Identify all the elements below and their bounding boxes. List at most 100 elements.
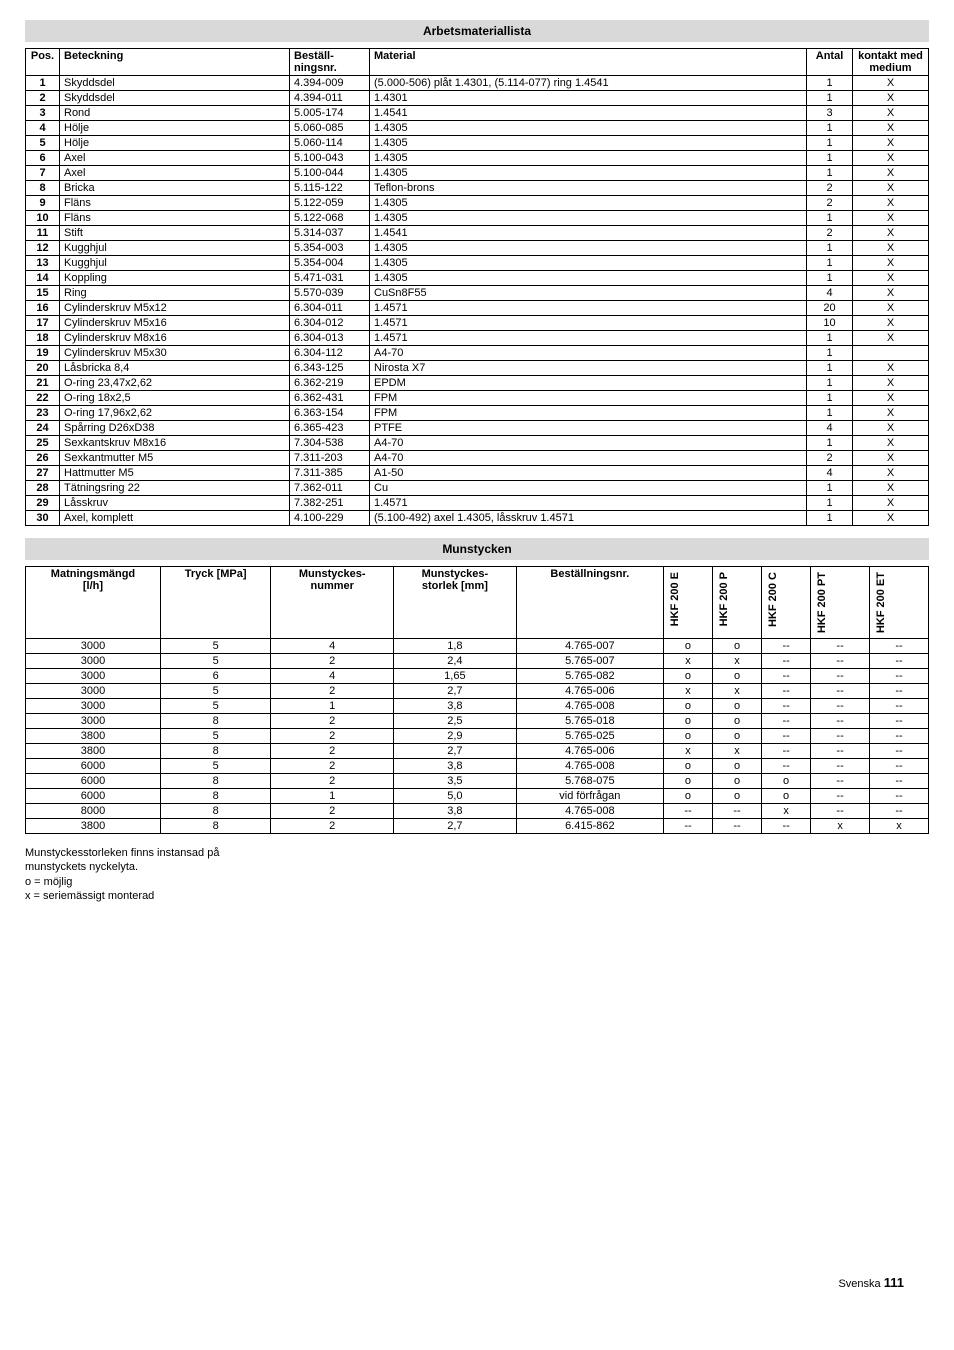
cell: 2 — [271, 729, 394, 744]
cell-bes: 7.362-011 — [290, 481, 370, 496]
cell: 3000 — [26, 714, 161, 729]
cell-bes: 5.314-037 — [290, 226, 370, 241]
cell-kon: X — [853, 271, 929, 286]
cell: 8 — [160, 819, 270, 834]
cell: 3,8 — [394, 699, 517, 714]
cell: 5 — [160, 684, 270, 699]
cell: 3,5 — [394, 774, 517, 789]
cell-mat: 1.4541 — [370, 106, 807, 121]
cell-mat: A4-70 — [370, 451, 807, 466]
cell-kon: X — [853, 391, 929, 406]
cell-mat: 1.4571 — [370, 496, 807, 511]
cell: 5 — [160, 654, 270, 669]
cell-bet: O-ring 17,96x2,62 — [60, 406, 290, 421]
cell-bet: Cylinderskruv M8x16 — [60, 331, 290, 346]
cell-pos: 11 — [26, 226, 60, 241]
cell: -- — [762, 729, 811, 744]
cell-pos: 30 — [26, 511, 60, 526]
cell-ant: 4 — [807, 421, 853, 436]
cell-bet: Bricka — [60, 181, 290, 196]
table-row: 3800522,95.765-025oo------ — [26, 729, 929, 744]
cell: -- — [870, 654, 929, 669]
cell: -- — [811, 759, 870, 774]
cell-kon: X — [853, 451, 929, 466]
cell: 1 — [271, 699, 394, 714]
cell-pos: 13 — [26, 256, 60, 271]
cell-bet: Hölje — [60, 136, 290, 151]
cell-bet: Hölje — [60, 121, 290, 136]
cell-pos: 20 — [26, 361, 60, 376]
cell-kon: X — [853, 436, 929, 451]
cell-kon: X — [853, 286, 929, 301]
cell-pos: 3 — [26, 106, 60, 121]
cell: -- — [762, 714, 811, 729]
col-mat: Matningsmängd[l/h] — [26, 567, 161, 639]
cell-mat: 1.4305 — [370, 271, 807, 286]
cell: 2 — [271, 744, 394, 759]
cell-pos: 8 — [26, 181, 60, 196]
cell: -- — [811, 714, 870, 729]
cell: -- — [811, 744, 870, 759]
table-row: 29Låsskruv7.382-2511.45711X — [26, 496, 929, 511]
cell: o — [663, 729, 712, 744]
cell-pos: 4 — [26, 121, 60, 136]
cell-bet: Spårring D26xD38 — [60, 421, 290, 436]
cell: -- — [870, 744, 929, 759]
cell: -- — [762, 639, 811, 654]
footnote-line: x = seriemässigt monterad — [25, 889, 929, 903]
cell-mat: (5.000-506) plåt 1.4301, (5.114-077) rin… — [370, 76, 807, 91]
cell: 3000 — [26, 654, 161, 669]
cell-bet: Låsskruv — [60, 496, 290, 511]
cell-bes: 5.060-085 — [290, 121, 370, 136]
cell: -- — [870, 789, 929, 804]
cell: o — [663, 714, 712, 729]
cell: 2 — [271, 774, 394, 789]
cell: 2,7 — [394, 744, 517, 759]
table-row: 22O-ring 18x2,56.362-431FPM1X — [26, 391, 929, 406]
cell-bes: 7.304-538 — [290, 436, 370, 451]
cell-ant: 2 — [807, 196, 853, 211]
cell-pos: 16 — [26, 301, 60, 316]
col-hkf-c: HKF 200 C — [762, 567, 811, 639]
cell-bes: 6.362-219 — [290, 376, 370, 391]
cell: 6000 — [26, 789, 161, 804]
cell-mat: 1.4305 — [370, 211, 807, 226]
cell: -- — [762, 654, 811, 669]
cell: 6.415-862 — [516, 819, 663, 834]
cell-mat: PTFE — [370, 421, 807, 436]
cell-mat: 1.4305 — [370, 166, 807, 181]
cell-mat: A4-70 — [370, 436, 807, 451]
cell: 3000 — [26, 639, 161, 654]
cell-kon: X — [853, 121, 929, 136]
cell-kon: X — [853, 136, 929, 151]
table-row: 20Låsbricka 8,46.343-125Nirosta X71X — [26, 361, 929, 376]
cell-mat: 1.4305 — [370, 196, 807, 211]
cell: 2 — [271, 714, 394, 729]
cell: -- — [663, 819, 712, 834]
cell-pos: 12 — [26, 241, 60, 256]
cell-kon: X — [853, 511, 929, 526]
cell-kon — [853, 346, 929, 361]
cell-bet: Koppling — [60, 271, 290, 286]
cell-kon: X — [853, 181, 929, 196]
table-row: 7Axel5.100-0441.43051X — [26, 166, 929, 181]
cell: o — [663, 639, 712, 654]
cell-kon: X — [853, 316, 929, 331]
cell-kon: X — [853, 106, 929, 121]
cell: o — [713, 729, 762, 744]
col-best: Beställningsnr. — [516, 567, 663, 639]
cell-bet: Axel — [60, 151, 290, 166]
cell: x — [762, 804, 811, 819]
cell-bet: Axel — [60, 166, 290, 181]
cell: o — [713, 759, 762, 774]
cell: o — [663, 774, 712, 789]
cell: -- — [870, 729, 929, 744]
cell: 3000 — [26, 669, 161, 684]
cell-bes: 5.122-068 — [290, 211, 370, 226]
cell-kon: X — [853, 151, 929, 166]
table-row: 19Cylinderskruv M5x306.304-112A4-701 — [26, 346, 929, 361]
cell-kon: X — [853, 406, 929, 421]
cell-mat: 1.4301 — [370, 91, 807, 106]
cell: -- — [811, 774, 870, 789]
cell: 2 — [271, 759, 394, 774]
